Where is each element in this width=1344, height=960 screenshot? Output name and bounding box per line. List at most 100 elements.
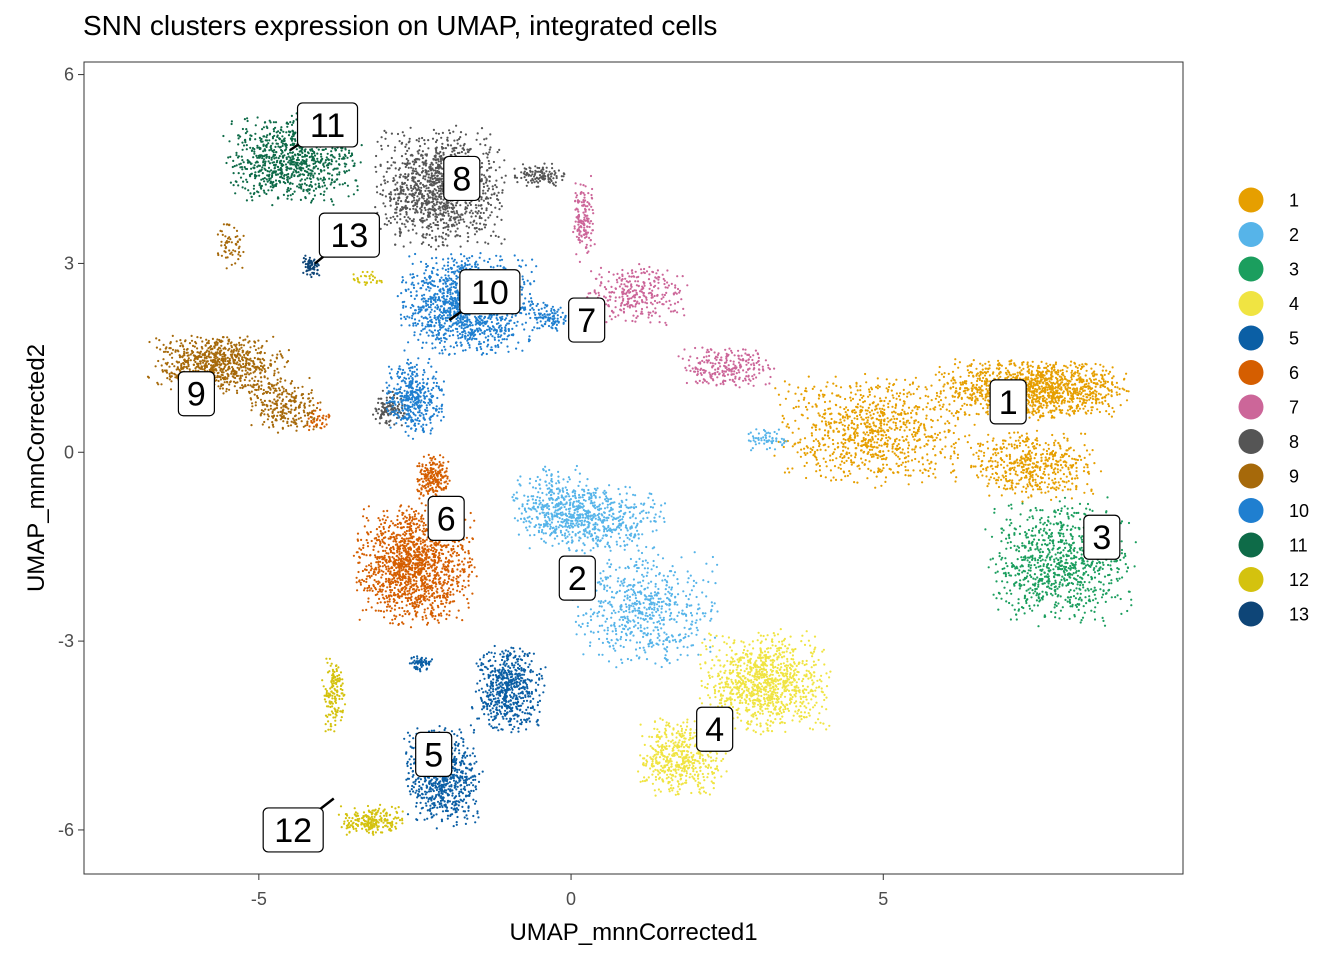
data-point [906, 435, 909, 438]
data-point [1074, 458, 1078, 461]
data-point [923, 445, 926, 448]
data-point [932, 447, 935, 451]
data-point [983, 371, 986, 374]
data-point [872, 421, 875, 424]
data-point [908, 421, 911, 425]
data-point [685, 605, 688, 609]
data-point [835, 421, 838, 424]
data-point [593, 532, 597, 535]
data-point [1055, 486, 1058, 489]
data-point [628, 486, 632, 489]
data-point [847, 424, 851, 427]
data-point [865, 381, 868, 384]
data-point [1050, 381, 1053, 384]
data-point [786, 423, 789, 426]
data-point [1102, 383, 1105, 386]
data-point [965, 387, 969, 390]
data-point [657, 553, 660, 556]
data-point [886, 390, 889, 393]
data-point [1009, 618, 1013, 621]
data-point [916, 428, 920, 432]
data-point [890, 427, 893, 430]
data-point [652, 621, 655, 624]
data-point [1095, 399, 1098, 402]
data-point [1066, 562, 1069, 565]
data-point [1027, 580, 1030, 583]
data-point [1083, 456, 1086, 459]
data-point [1071, 573, 1074, 576]
data-point [1087, 589, 1090, 592]
data-point [906, 395, 909, 398]
data-point [670, 634, 674, 637]
data-point [563, 498, 566, 501]
data-point [1115, 577, 1118, 581]
data-point [1093, 593, 1096, 596]
data-point [640, 584, 643, 588]
data-point [1079, 584, 1082, 587]
data-point [518, 507, 521, 510]
data-point [891, 450, 894, 453]
data-point [526, 529, 529, 532]
data-point [616, 526, 619, 529]
data-point [919, 424, 922, 427]
data-point [821, 415, 824, 418]
data-point [577, 516, 580, 519]
data-point [1075, 466, 1078, 469]
data-point [1034, 534, 1037, 537]
data-point [1032, 517, 1035, 520]
data-point [895, 454, 898, 457]
data-point [626, 657, 630, 661]
data-point [591, 514, 594, 517]
data-point [528, 482, 531, 485]
data-point [1101, 369, 1104, 372]
data-point [1057, 396, 1060, 399]
data-point [588, 644, 592, 648]
data-point [594, 491, 597, 494]
data-point [1092, 492, 1095, 495]
data-point [1056, 464, 1060, 467]
data-point [978, 377, 982, 380]
data-point [942, 385, 945, 388]
data-point [1024, 444, 1028, 447]
data-point [1000, 540, 1003, 543]
data-point [644, 614, 647, 617]
data-point [973, 392, 976, 395]
data-point [856, 426, 859, 429]
data-point [1115, 559, 1119, 562]
data-point [1050, 587, 1053, 591]
cluster-1-points [773, 358, 1130, 503]
data-point [750, 449, 753, 452]
data-point [635, 570, 639, 573]
data-point [828, 400, 832, 403]
data-point [1036, 384, 1039, 387]
data-point [641, 563, 644, 567]
data-point [886, 439, 889, 442]
data-point [654, 574, 658, 577]
data-point [1039, 559, 1042, 562]
data-point [1035, 566, 1038, 569]
data-point [545, 493, 548, 496]
data-point [832, 382, 835, 385]
data-point [831, 459, 834, 462]
data-point [1085, 399, 1088, 402]
data-point [670, 611, 673, 615]
data-point [596, 505, 599, 508]
data-point [573, 494, 577, 497]
data-point [1064, 464, 1067, 467]
data-point [961, 381, 964, 384]
data-point [658, 601, 661, 604]
data-point [1069, 488, 1072, 491]
data-point [1068, 575, 1071, 579]
data-point [551, 501, 554, 505]
data-point [662, 517, 665, 520]
data-point [558, 489, 561, 492]
data-point [984, 362, 987, 365]
data-point [1090, 380, 1093, 383]
data-point [777, 428, 781, 431]
data-point [899, 392, 902, 395]
data-point [646, 634, 649, 637]
data-point [1104, 600, 1107, 604]
data-point [1065, 370, 1068, 373]
data-point [637, 537, 640, 540]
data-point [877, 438, 880, 441]
